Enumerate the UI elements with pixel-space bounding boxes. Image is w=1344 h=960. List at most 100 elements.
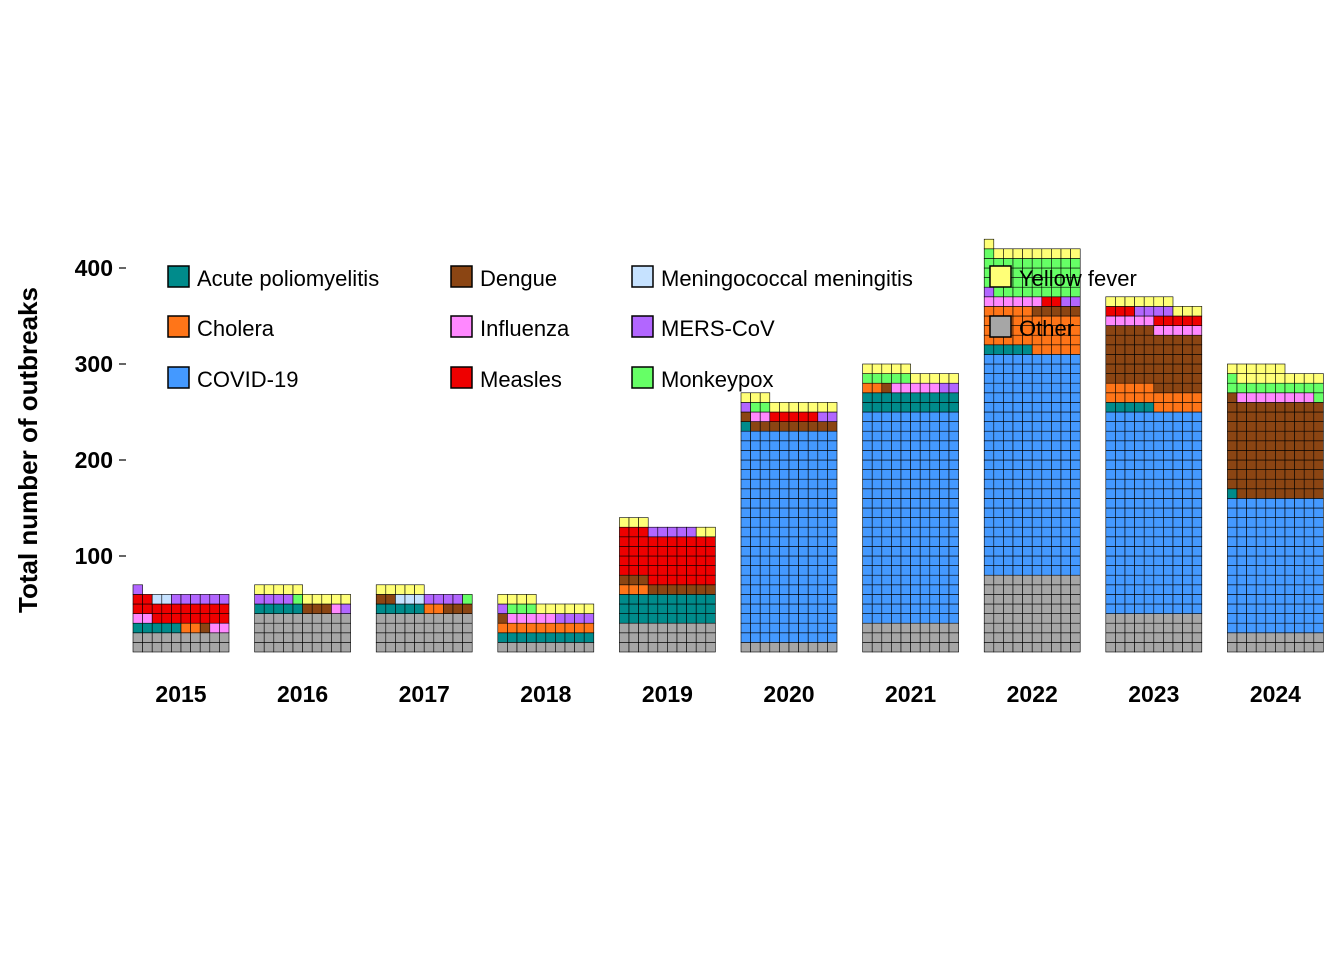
waffle-cell-covid-19 [779, 478, 790, 490]
waffle-cell-other [443, 642, 454, 653]
waffle-cell-covid-19 [750, 526, 761, 538]
waffle-cell-covid-19 [983, 517, 995, 528]
waffle-cell-acute-poliomyelitis [939, 402, 950, 413]
waffle-cell-other [375, 622, 387, 634]
waffle-cell-covid-19 [891, 536, 902, 547]
waffle-cell-dengue [1275, 488, 1286, 499]
waffle-cell-measles [705, 546, 716, 557]
waffle-cell-yellow-fever [254, 584, 265, 595]
legend-label: Acute poliomyelitis [197, 266, 379, 291]
waffle-cell-dengue [1284, 411, 1295, 422]
waffle-cell-measles [619, 555, 630, 566]
legend-swatch [989, 315, 1012, 338]
waffle-cell-other [1134, 613, 1145, 624]
waffle-cell-cholera [545, 622, 556, 634]
waffle-cell-dengue [1105, 334, 1116, 346]
waffle-cell-covid-19 [1182, 430, 1193, 442]
waffle-cell-other [657, 642, 668, 653]
waffle-cell-other [1031, 622, 1043, 634]
waffle-cell-covid-19 [769, 565, 780, 576]
waffle-cell-dengue [1303, 430, 1315, 442]
waffle-cell-mers-cov [219, 594, 230, 605]
waffle-cell-mers-cov [583, 613, 595, 624]
waffle-cell-covid-19 [910, 517, 921, 528]
waffle-cell-yellow-fever [283, 584, 294, 595]
waffle-cell-cholera [433, 603, 444, 614]
waffle-cell-other [1284, 642, 1295, 653]
waffle-cell-covid-19 [1051, 565, 1062, 576]
waffle-cell-other [263, 642, 275, 653]
waffle-cell-covid-19 [817, 440, 828, 451]
waffle-cell-mers-cov [433, 594, 444, 605]
waffle-cell-covid-19 [1041, 402, 1052, 413]
waffle-cell-covid-19 [1060, 469, 1071, 480]
waffle-cell-covid-19 [1041, 507, 1052, 518]
waffle-cell-covid-19 [750, 507, 761, 518]
waffle-cell-influenza [331, 603, 342, 614]
waffle-cell-measles [219, 603, 230, 614]
waffle-cell-covid-19 [1172, 507, 1183, 518]
legend-label: Meningococcal meningitis [661, 266, 913, 291]
waffle-cell-covid-19 [1012, 402, 1023, 413]
waffle-cell-covid-19 [1236, 555, 1247, 566]
waffle-cell-covid-19 [1134, 555, 1145, 566]
waffle-cell-dengue [1313, 450, 1324, 461]
waffle-cell-covid-19 [939, 526, 950, 538]
legend-item-yellow-fever: Yellow fever [989, 265, 1137, 291]
waffle-cell-acute-poliomyelitis [740, 421, 751, 432]
waffle-cell-covid-19 [1172, 450, 1183, 461]
waffle-cell-acute-poliomyelitis [545, 632, 556, 643]
waffle-cell-acute-poliomyelitis [647, 594, 659, 605]
waffle-cell-covid-19 [891, 565, 902, 576]
waffle-cell-dengue [1265, 411, 1276, 422]
waffle-cell-covid-19 [1115, 546, 1126, 557]
waffle-cell-covid-19 [919, 565, 931, 576]
waffle-cell-covid-19 [1275, 498, 1286, 509]
waffle-cell-dengue [1227, 402, 1238, 413]
waffle-cell-covid-19 [1191, 450, 1203, 461]
waffle-cell-dengue [1153, 363, 1164, 374]
waffle-cell-covid-19 [827, 517, 838, 528]
legend-label: Influenza [480, 316, 570, 341]
waffle-cell-other [891, 632, 902, 643]
waffle-cell-other [705, 642, 716, 653]
waffle-cell-covid-19 [1124, 440, 1135, 451]
waffle-cell-other [1284, 632, 1295, 643]
waffle-cell-covid-19 [1031, 478, 1043, 490]
waffle-cell-acute-poliomyelitis [1124, 402, 1135, 413]
waffle-cell-acute-poliomyelitis [647, 603, 659, 614]
waffle-cell-covid-19 [1031, 488, 1043, 499]
waffle-cell-covid-19 [1172, 411, 1183, 422]
waffle-cell-covid-19 [1182, 421, 1193, 432]
waffle-cell-covid-19 [1031, 526, 1043, 538]
waffle-cell-other [827, 642, 838, 653]
waffle-cell-measles [171, 603, 182, 614]
waffle-cell-covid-19 [1051, 488, 1062, 499]
waffle-cell-covid-19 [948, 440, 959, 451]
waffle-cell-covid-19 [1031, 565, 1043, 576]
waffle-cell-other [1153, 632, 1164, 643]
waffle-cell-influenza [919, 382, 931, 394]
waffle-cell-other [993, 642, 1004, 653]
waffle-cell-acute-poliomyelitis [497, 632, 508, 643]
waffle-cell-mers-cov [254, 594, 265, 605]
waffle-cell-covid-19 [1134, 517, 1145, 528]
waffle-cell-other [1003, 632, 1014, 643]
waffle-cell-acute-poliomyelitis [555, 632, 566, 643]
waffle-cell-covid-19 [1051, 507, 1062, 518]
waffle-cell-yellow-fever [1265, 363, 1276, 374]
waffle-cell-covid-19 [1182, 507, 1193, 518]
waffle-cell-covid-19 [1134, 421, 1145, 432]
waffle-cell-monkeypox [1236, 382, 1247, 394]
waffle-cell-yellow-fever [1070, 248, 1081, 259]
y-tick-label: 300 [75, 351, 113, 377]
waffle-cell-dengue [779, 421, 790, 432]
waffle-cell-covid-19 [798, 430, 809, 442]
waffle-cell-covid-19 [1153, 555, 1164, 566]
waffle-cell-dengue [750, 421, 761, 432]
waffle-cell-monkeypox [881, 373, 892, 384]
waffle-cell-covid-19 [910, 440, 921, 451]
waffle-cell-acute-poliomyelitis [619, 613, 630, 624]
waffle-cell-covid-19 [1191, 440, 1203, 451]
waffle-cell-covid-19 [1255, 546, 1267, 557]
